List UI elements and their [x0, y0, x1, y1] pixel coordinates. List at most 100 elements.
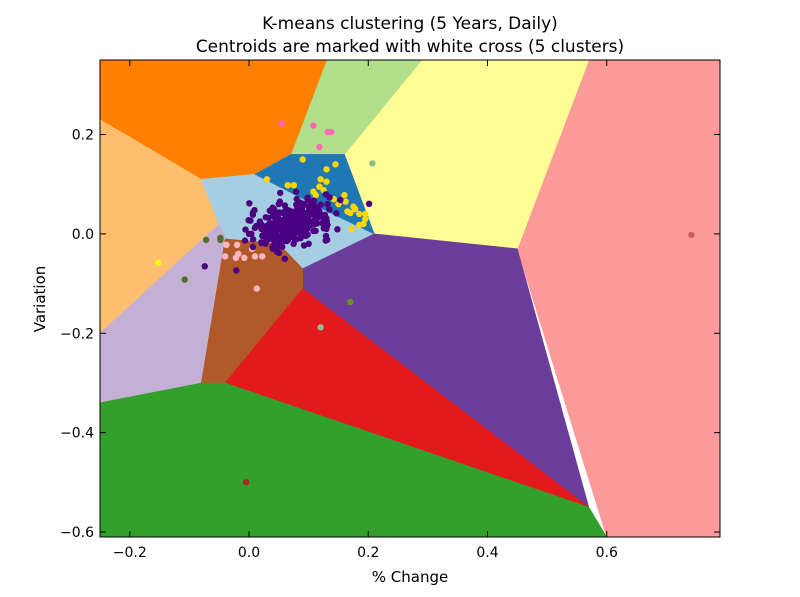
data-point-2-16: [323, 178, 330, 185]
data-point-2-8: [342, 198, 349, 205]
data-point-9-dense-293: [248, 230, 255, 237]
data-point-6-9: [259, 253, 266, 260]
data-point-9-dense-192: [276, 209, 283, 216]
data-point-9-dense-257: [321, 211, 329, 218]
data-point-6-6: [253, 285, 260, 292]
data-point-2-23: [344, 208, 351, 215]
data-point-9-dense-314: [291, 227, 298, 234]
data-point-9-dense-191: [249, 236, 257, 243]
y-tick-label: −0.4: [60, 426, 94, 442]
data-point-6-8: [241, 254, 248, 261]
data-point-2-15: [348, 225, 355, 233]
data-point-9-dense-288: [320, 225, 327, 232]
data-point-9-dense-311: [326, 206, 333, 213]
x-tick-label: 0.2: [357, 545, 379, 561]
data-point-9-dense-306: [277, 239, 284, 246]
data-point-9-dense-194: [241, 237, 249, 244]
data-point-2-22: [360, 220, 367, 228]
data-point-0-3: [328, 128, 335, 136]
data-point-9-dense-106: [326, 194, 333, 201]
data-point-6-2: [222, 253, 229, 260]
data-point-2-10: [352, 205, 359, 213]
y-tick-label: 0.2: [72, 128, 94, 144]
plot-frame: [99, 59, 721, 538]
data-point-9-dense-282: [275, 249, 283, 257]
data-point-9-dense-86: [249, 243, 257, 251]
data-point-9-dense-236: [297, 235, 304, 242]
data-point-6-0: [233, 241, 241, 248]
data-point-9-dense-98: [334, 226, 341, 233]
x-tick-label: 0.6: [596, 545, 618, 561]
data-point-9-dense-219: [324, 236, 331, 244]
x-tick-label: 0.0: [238, 545, 260, 561]
data-point-2-3: [317, 176, 324, 183]
data-point-9-dense-291: [310, 227, 317, 235]
data-point-9-dense-313: [301, 221, 308, 228]
data-point-9-dense-269: [245, 217, 252, 224]
data-point-4-3: [181, 276, 188, 283]
data-point-9-dense-212: [290, 234, 298, 241]
data-point-9-dense-304: [281, 202, 289, 209]
data-point-4-0: [202, 236, 210, 244]
data-point-2-1: [332, 161, 339, 168]
data-point-9-dense-310: [308, 211, 315, 218]
x-axis-ticks: −0.2 0.0 0.2 0.4 0.6: [113, 60, 618, 561]
chart-title: K-means clustering (5 Years, Daily): [262, 14, 558, 34]
y-tick-label: −0.2: [60, 326, 94, 342]
data-point-9-dense-159: [293, 201, 300, 208]
data-point-9-dense-200: [276, 198, 283, 205]
data-point-9-dense-195: [317, 201, 324, 208]
data-point-9-dense-300: [300, 226, 308, 233]
voronoi-regions: [100, 60, 720, 537]
data-point-2-2: [323, 166, 330, 173]
data-point-9-dense-250: [296, 219, 304, 226]
data-point-9-0: [281, 255, 288, 262]
data-point-2-19: [290, 182, 297, 189]
data-point-0-1: [310, 122, 317, 129]
data-point-9-dense-260: [319, 219, 326, 227]
data-point-9-dense-26: [333, 210, 340, 217]
data-point-9-dense-279: [253, 222, 260, 230]
data-point-0-4: [316, 143, 323, 151]
data-point-2-21: [356, 210, 363, 218]
data-point-9-dense-285: [259, 232, 266, 239]
data-point-2-17: [263, 176, 271, 183]
data-point-9-dense-220: [293, 188, 300, 196]
data-point-2-6: [312, 191, 319, 199]
data-point-6-1: [223, 241, 230, 248]
data-point-6-5: [251, 253, 259, 260]
data-point-1-0: [369, 160, 376, 167]
y-tick-label: −0.6: [60, 525, 94, 541]
cluster-region-11: [100, 382, 608, 537]
data-point-7-0: [688, 231, 695, 239]
data-point-9-dense-263: [201, 263, 208, 270]
data-point-2-12: [362, 210, 369, 218]
data-point-3-0: [155, 259, 162, 266]
data-point-9-dense-255: [296, 206, 303, 213]
data-point-9-dense-274: [249, 209, 257, 216]
chart-subtitle: Centroids are marked with white cross (5…: [196, 37, 624, 57]
data-point-2-4: [316, 183, 323, 190]
data-point-9-dense-281: [285, 233, 292, 241]
data-point-9-dense-315: [294, 212, 301, 219]
y-axis-ticks: 0.2 0.0 −0.2 −0.4 −0.6: [60, 128, 720, 541]
data-point-9-dense-234: [262, 240, 269, 247]
data-point-9-dense-298: [308, 203, 316, 211]
y-tick-label: 0.0: [72, 227, 94, 243]
x-tick-label: −0.2: [113, 545, 147, 561]
data-point-2-13: [362, 215, 369, 223]
data-point-1-1: [317, 324, 324, 331]
x-tick-label: 0.4: [476, 545, 498, 561]
scatter-points: [155, 120, 695, 486]
data-point-6-4: [232, 254, 240, 261]
data-point-9-dense-317: [284, 228, 291, 235]
data-point-9-dense-308: [267, 235, 274, 242]
data-point-9-dense-213: [233, 267, 240, 274]
y-axis-label: Variation: [31, 266, 49, 333]
data-point-9-dense-294: [288, 208, 296, 215]
data-point-9-dense-289: [265, 214, 272, 221]
data-point-9-dense-266: [267, 220, 274, 228]
data-point-0-0: [278, 120, 285, 127]
data-point-9-dense-0: [365, 200, 373, 207]
